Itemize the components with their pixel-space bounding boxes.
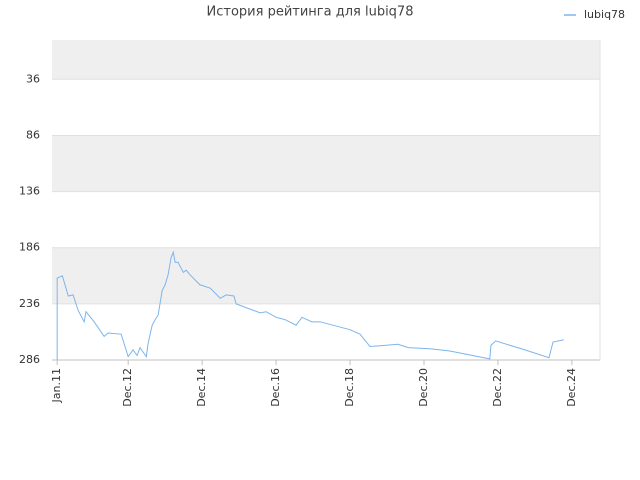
y-tick-label: 186: [19, 241, 40, 254]
y-tick-label: 86: [26, 128, 40, 141]
x-tick-label: Dec.22: [491, 368, 504, 407]
x-tick-label: Jan.11: [50, 368, 63, 403]
x-tick-label: Dec.18: [343, 368, 356, 407]
y-tick-label: 36: [26, 72, 40, 85]
plot-band: [52, 135, 600, 192]
chart-title: История рейтинга для lubiq78: [207, 5, 414, 20]
x-tick-label: Dec.12: [121, 368, 134, 407]
plot-band: [52, 247, 600, 304]
y-tick-label: 136: [19, 185, 40, 198]
y-tick-label: 236: [19, 297, 40, 310]
plot-band: [52, 79, 600, 136]
x-tick-label: Dec.14: [195, 368, 208, 407]
x-tick-label: Dec.24: [565, 368, 578, 407]
y-tick-label: 286: [19, 353, 40, 366]
series-line: [56, 250, 564, 360]
plot-band: [52, 303, 600, 360]
plot-band: [52, 191, 600, 248]
plot-band: [52, 40, 600, 80]
x-tick-label: Dec.16: [269, 368, 282, 407]
legend-label: lubiq78: [584, 8, 625, 21]
x-tick-label: Dec.20: [417, 368, 430, 407]
